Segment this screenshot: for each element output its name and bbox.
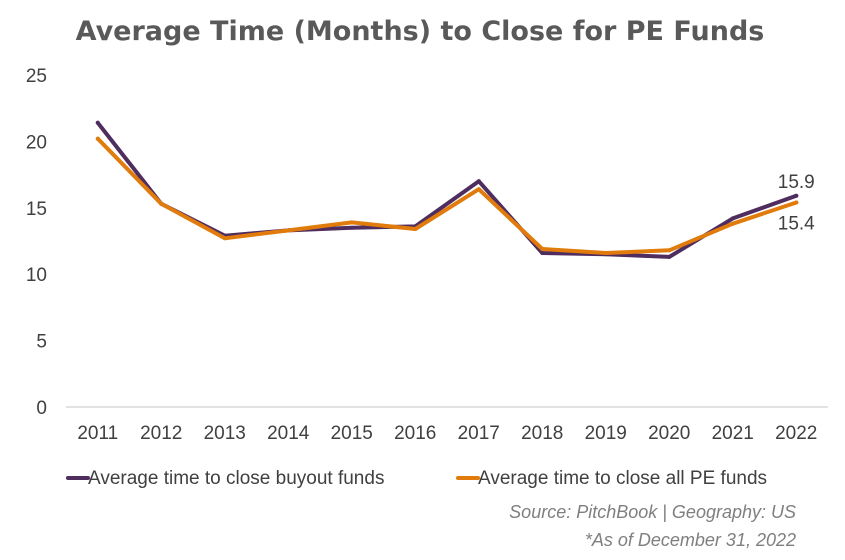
x-tick-label: 2018: [521, 423, 563, 444]
data-point: [413, 227, 418, 231]
data-point: [794, 193, 799, 198]
data-labels: 15.9 15.4: [778, 172, 815, 235]
x-tick-label: 2016: [394, 423, 436, 444]
y-tick-label: 10: [26, 265, 47, 286]
data-point: [349, 220, 354, 225]
data-point: [540, 251, 545, 255]
data-point: [159, 201, 164, 206]
x-axis: 2011 2012 2013 2014 2015 2016 2017 2018 2019 2020…: [66, 406, 828, 444]
data-label-buyout-2022: 15.9: [778, 172, 815, 193]
x-tick-label: 2012: [140, 423, 182, 444]
x-tick-label: 2013: [204, 423, 246, 444]
x-tick-label: 2017: [458, 423, 500, 444]
x-tick-label: 2021: [712, 423, 754, 444]
data-point: [667, 254, 672, 259]
x-tick-label: 2022: [775, 423, 817, 444]
legend-label-buyout: Average time to close buyout funds: [88, 468, 384, 489]
y-axis: 0 5 10 15 20 25: [26, 66, 47, 419]
legend-label-all-pe: Average time to close all PE funds: [478, 468, 767, 489]
x-tick-label: 2015: [331, 423, 373, 444]
source-note: Source: PitchBook | Geography: US: [509, 502, 796, 522]
data-point: [476, 179, 481, 184]
data-point: [95, 136, 100, 141]
y-tick-label: 5: [36, 332, 47, 353]
legend: Average time to close buyout funds Avera…: [66, 468, 767, 489]
data-point: [349, 225, 354, 230]
legend-item-all-pe: Average time to close all PE funds: [456, 468, 767, 489]
x-tick-label: 2014: [267, 423, 310, 444]
x-tick-label: 2019: [585, 423, 627, 444]
y-tick-label: 0: [36, 398, 47, 419]
data-point: [540, 247, 545, 251]
data-point: [603, 251, 608, 255]
data-point: [730, 216, 735, 221]
legend-item-buyout: Average time to close buyout funds: [66, 468, 384, 489]
y-tick-label: 25: [26, 66, 47, 87]
chart-title: Average Time (Months) to Close for PE Fu…: [76, 16, 765, 47]
data-point: [286, 228, 291, 233]
series-line-buyout: [95, 120, 799, 259]
data-point: [667, 248, 672, 253]
plot-area: [95, 120, 799, 259]
y-tick-label: 15: [26, 199, 47, 220]
series-line-all-pe: [95, 136, 799, 255]
data-point: [222, 236, 227, 241]
x-tick-label: 2011: [77, 423, 118, 444]
data-point: [95, 120, 100, 125]
y-tick-label: 20: [26, 132, 47, 153]
date-note: *As of December 31, 2022: [585, 530, 796, 550]
data-point: [730, 221, 735, 226]
data-label-all-pe-2022: 15.4: [778, 213, 815, 234]
data-point: [794, 200, 799, 205]
data-point: [476, 187, 481, 192]
x-tick-label: 2020: [648, 423, 690, 444]
